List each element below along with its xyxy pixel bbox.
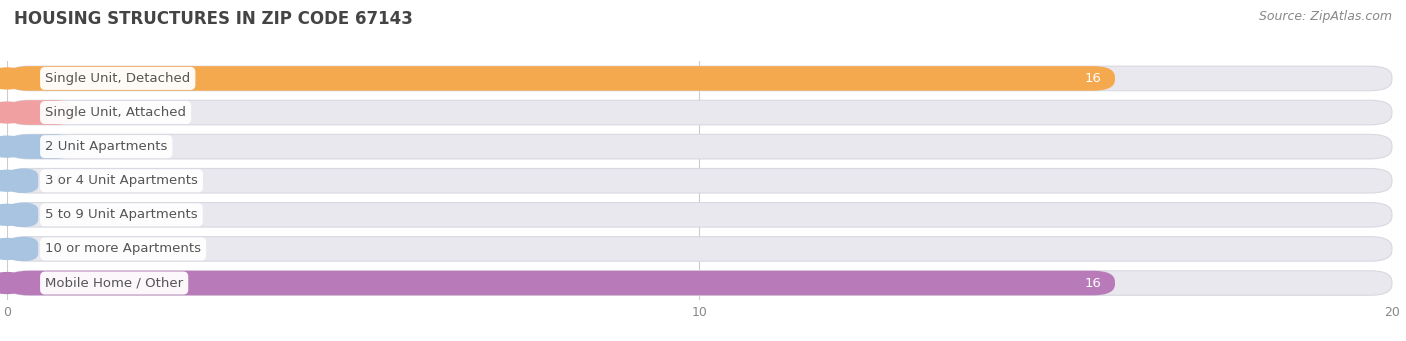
Circle shape — [0, 204, 28, 225]
Text: 2 Unit Apartments: 2 Unit Apartments — [45, 140, 167, 153]
FancyBboxPatch shape — [7, 100, 76, 125]
Text: Source: ZipAtlas.com: Source: ZipAtlas.com — [1258, 10, 1392, 23]
Text: Single Unit, Attached: Single Unit, Attached — [45, 106, 186, 119]
FancyBboxPatch shape — [7, 66, 1115, 91]
Text: Mobile Home / Other: Mobile Home / Other — [45, 277, 183, 290]
Text: 1: 1 — [53, 106, 62, 119]
Text: 1: 1 — [53, 140, 62, 153]
Text: 3 or 4 Unit Apartments: 3 or 4 Unit Apartments — [45, 174, 198, 187]
Circle shape — [0, 170, 28, 191]
Circle shape — [0, 136, 28, 157]
Text: 1: 1 — [94, 140, 103, 153]
FancyBboxPatch shape — [7, 271, 1392, 295]
Text: 0: 0 — [55, 208, 63, 221]
FancyBboxPatch shape — [7, 66, 1392, 91]
FancyBboxPatch shape — [7, 100, 1392, 125]
Circle shape — [0, 272, 28, 294]
Text: 0: 0 — [55, 242, 63, 255]
FancyBboxPatch shape — [7, 168, 1392, 193]
FancyBboxPatch shape — [7, 237, 38, 261]
Text: 16: 16 — [1084, 72, 1101, 85]
Text: 0: 0 — [55, 174, 63, 187]
FancyBboxPatch shape — [7, 134, 76, 159]
Text: 5 to 9 Unit Apartments: 5 to 9 Unit Apartments — [45, 208, 198, 221]
Circle shape — [0, 102, 28, 123]
FancyBboxPatch shape — [7, 271, 1115, 295]
FancyBboxPatch shape — [7, 203, 38, 227]
FancyBboxPatch shape — [7, 203, 1392, 227]
Text: HOUSING STRUCTURES IN ZIP CODE 67143: HOUSING STRUCTURES IN ZIP CODE 67143 — [14, 10, 413, 28]
Text: 16: 16 — [1084, 277, 1101, 290]
FancyBboxPatch shape — [7, 237, 1392, 261]
FancyBboxPatch shape — [7, 168, 38, 193]
Circle shape — [0, 68, 28, 89]
Text: Single Unit, Detached: Single Unit, Detached — [45, 72, 190, 85]
Text: 10 or more Apartments: 10 or more Apartments — [45, 242, 201, 255]
Circle shape — [0, 238, 28, 260]
Text: 1: 1 — [94, 106, 103, 119]
FancyBboxPatch shape — [7, 134, 1392, 159]
